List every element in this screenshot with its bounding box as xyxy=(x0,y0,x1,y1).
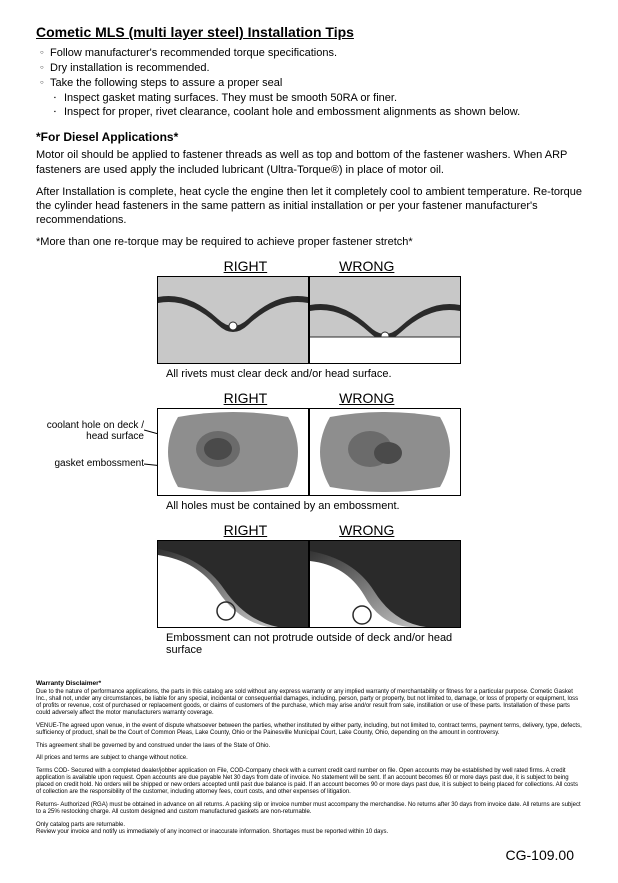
tip-bullets: Follow manufacturer's recommended torque… xyxy=(36,46,582,120)
sub-bullet-item: Inspect for proper, rivet clearance, coo… xyxy=(40,105,582,120)
figure-block-holes: RIGHT WRONG All holes m xyxy=(36,390,582,512)
right-label: RIGHT xyxy=(224,390,268,406)
figure-labels: RIGHT WRONG xyxy=(36,258,582,274)
page-title: Cometic MLS (multi layer steel) Installa… xyxy=(36,24,582,40)
figure-protrude-right xyxy=(157,540,309,628)
sub-bullet-item: Inspect gasket mating surfaces. They mus… xyxy=(40,91,582,106)
figure-caption: Embossment can not protrude outside of d… xyxy=(36,632,486,656)
wrong-label: WRONG xyxy=(339,390,394,406)
fineprint-heading: Warranty Disclaimer* xyxy=(36,680,582,687)
fineprint-paragraph: This agreement shall be governed by and … xyxy=(36,743,582,750)
bullet-item: Follow manufacturer's recommended torque… xyxy=(40,46,582,61)
figure-hole-wrong xyxy=(309,408,461,496)
wrong-label: WRONG xyxy=(339,522,394,538)
figure-caption: All rivets must clear deck and/or head s… xyxy=(36,368,582,380)
figure-hole-right xyxy=(157,408,309,496)
wrong-label: WRONG xyxy=(339,258,394,274)
bullet-item: Dry installation is recommended. xyxy=(40,61,582,76)
annotation-coolant: coolant hole on deck / head surface xyxy=(32,420,144,442)
fineprint-paragraph: Review your invoice and notify us immedi… xyxy=(36,829,582,836)
figure-block-rivets: RIGHT WRONG xyxy=(36,258,582,380)
diesel-paragraph: Motor oil should be applied to fastener … xyxy=(36,148,582,177)
right-label: RIGHT xyxy=(224,522,268,538)
figure-rivet-wrong xyxy=(309,276,461,364)
warranty-fineprint: Warranty Disclaimer* Due to the nature o… xyxy=(36,680,582,836)
page-footer-code: CG-109.00 xyxy=(36,847,582,863)
diesel-paragraph: After Installation is complete, heat cyc… xyxy=(36,185,582,228)
right-label: RIGHT xyxy=(224,258,268,274)
figure-rivet-right xyxy=(157,276,309,364)
annotation-emboss: gasket embossment xyxy=(32,458,144,469)
fineprint-paragraph: VENUE-The agreed upon venue, in the even… xyxy=(36,723,582,737)
fineprint-paragraph: Due to the nature of performance applica… xyxy=(36,689,582,717)
fineprint-paragraph: All prices and terms are subject to chan… xyxy=(36,755,582,762)
figure-labels: RIGHT WRONG xyxy=(36,390,582,406)
document-page: Cometic MLS (multi layer steel) Installa… xyxy=(0,0,618,883)
fineprint-paragraph: Terms COD- Secured with a completed deal… xyxy=(36,768,582,796)
figure-labels: RIGHT WRONG xyxy=(36,522,582,538)
diesel-note: *More than one re-torque may be required… xyxy=(36,236,582,248)
fineprint-paragraph: Only catalog parts are returnable. xyxy=(36,822,582,829)
figure-caption: All holes must be contained by an emboss… xyxy=(36,500,582,512)
figure-block-protrude: RIGHT WRONG xyxy=(36,522,582,656)
fineprint-paragraph: Returns- Authorized (RGA) must be obtain… xyxy=(36,802,582,816)
bullet-item: Take the following steps to assure a pro… xyxy=(40,76,582,91)
diesel-heading: *For Diesel Applications* xyxy=(36,130,582,144)
figure-protrude-wrong xyxy=(309,540,461,628)
